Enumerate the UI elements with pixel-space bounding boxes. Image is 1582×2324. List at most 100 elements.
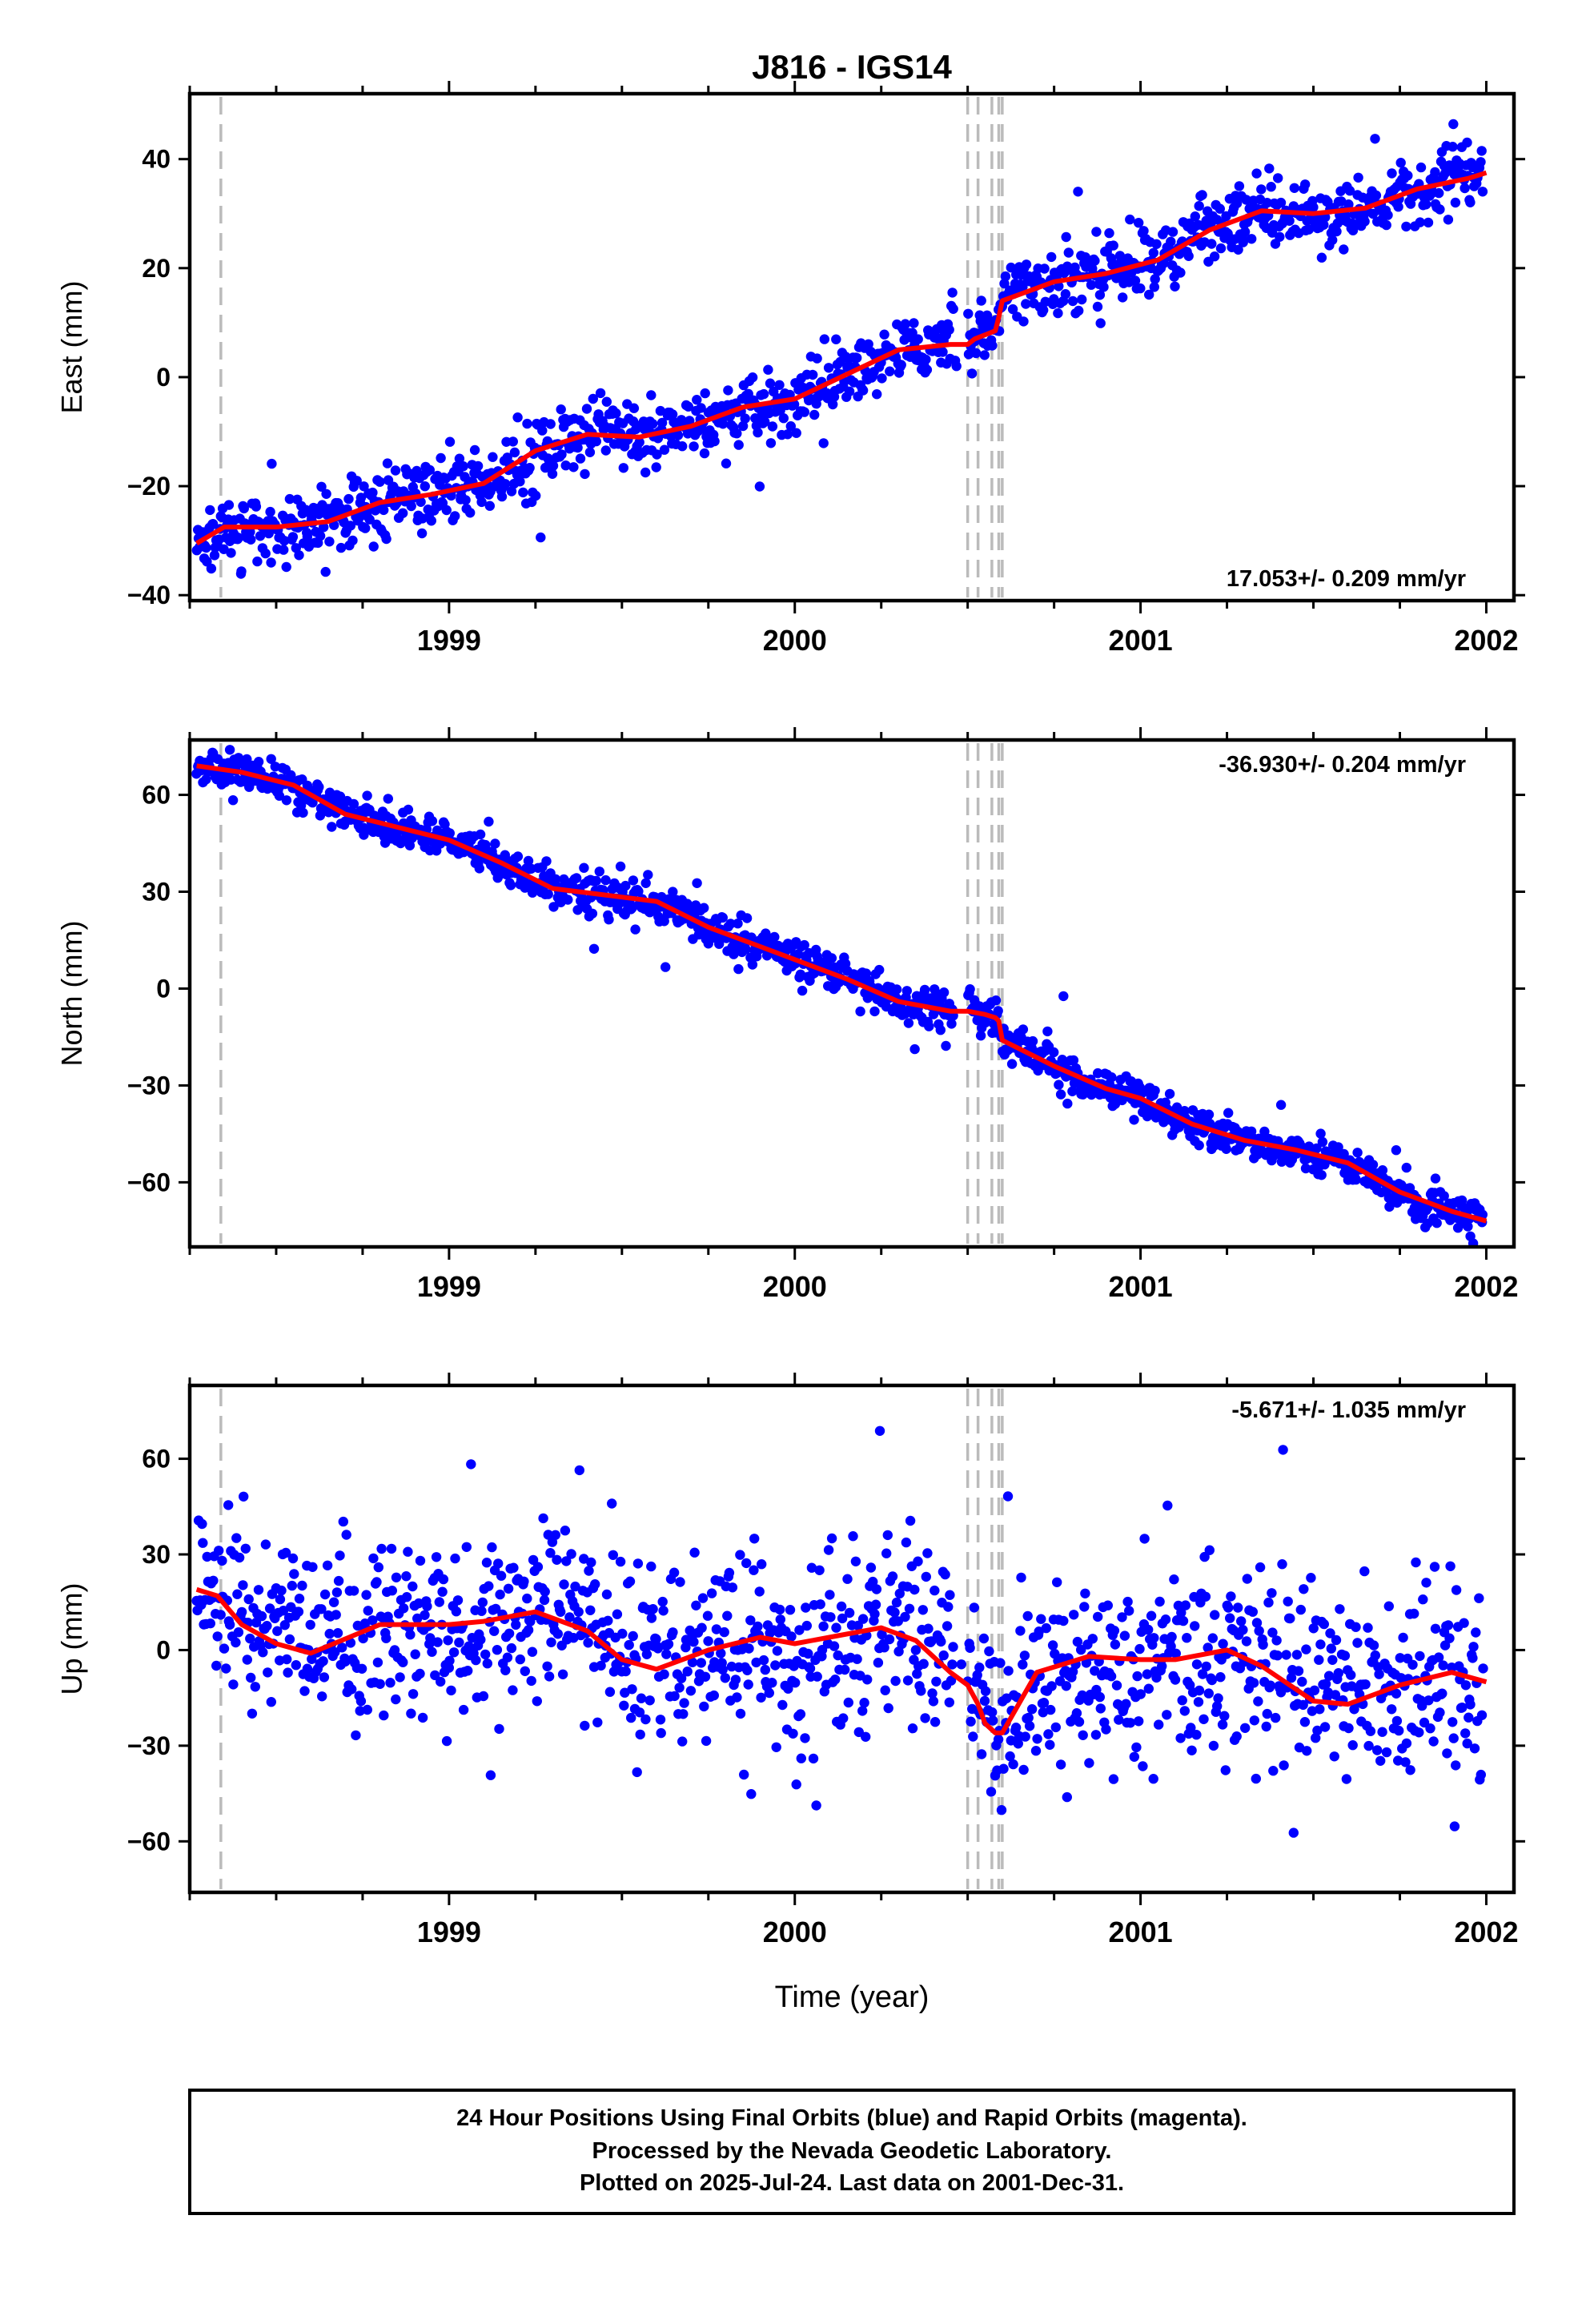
- up-point: [795, 1709, 806, 1719]
- east-point: [1150, 274, 1160, 284]
- north-point: [901, 986, 913, 996]
- up-point: [945, 1590, 955, 1600]
- up-point: [669, 1567, 680, 1578]
- east-point: [353, 513, 364, 524]
- up-point: [403, 1546, 413, 1557]
- up-point: [526, 1675, 536, 1687]
- up-point: [790, 1678, 801, 1688]
- up-point: [236, 1606, 247, 1618]
- east-point: [1344, 186, 1355, 196]
- north-data-points: [191, 745, 1488, 1247]
- up-point: [1052, 1577, 1062, 1588]
- north-point: [604, 915, 614, 925]
- up-point: [466, 1459, 476, 1470]
- up-point: [552, 1629, 563, 1639]
- up-point: [1177, 1695, 1187, 1706]
- up-point: [1299, 1584, 1309, 1594]
- east-point: [1343, 199, 1354, 210]
- east-point: [1477, 187, 1488, 197]
- up-point: [1110, 1639, 1121, 1650]
- north-y-axis-label: North (mm): [55, 921, 88, 1067]
- east-point: [963, 308, 974, 319]
- north-point: [591, 875, 601, 887]
- east-point: [320, 566, 331, 577]
- up-point: [566, 1549, 576, 1559]
- north-point: [587, 908, 598, 919]
- up-point: [1339, 1651, 1351, 1661]
- up-point: [275, 1594, 286, 1605]
- east-point: [879, 329, 889, 340]
- up-point: [920, 1713, 930, 1723]
- up-point: [1411, 1557, 1421, 1568]
- up-point: [767, 1678, 777, 1688]
- up-point: [815, 1599, 825, 1610]
- up-point: [280, 1547, 291, 1558]
- up-point: [441, 1735, 452, 1747]
- up-point: [444, 1655, 455, 1666]
- east-point: [740, 413, 750, 424]
- up-point: [1186, 1723, 1196, 1733]
- east-point: [1423, 217, 1434, 228]
- north-point: [348, 798, 359, 810]
- up-point: [584, 1566, 594, 1576]
- up-point: [1045, 1739, 1055, 1750]
- north-point: [314, 782, 324, 792]
- east-point: [1241, 195, 1251, 205]
- north-panel: 1999 2000 2001 2002 −60 −30 0 30 60 North (mm) -36…: [55, 727, 1525, 1303]
- up-point: [987, 1707, 998, 1718]
- up-point: [1395, 1673, 1407, 1683]
- up-point: [387, 1586, 397, 1596]
- up-point: [1451, 1760, 1461, 1771]
- up-point: [882, 1530, 893, 1541]
- east-point: [1370, 134, 1380, 144]
- up-point: [626, 1712, 636, 1723]
- east-point: [1215, 243, 1227, 254]
- up-point: [1231, 1731, 1242, 1742]
- up-point: [1261, 1721, 1271, 1732]
- north-point: [550, 874, 561, 885]
- east-point: [1175, 267, 1186, 278]
- east-point: [351, 476, 362, 486]
- up-point: [1471, 1627, 1481, 1638]
- east-point: [284, 493, 295, 505]
- east-point: [207, 519, 219, 529]
- up-point: [1417, 1700, 1427, 1711]
- up-point: [727, 1582, 738, 1593]
- up-point: [850, 1556, 861, 1567]
- east-point: [424, 464, 435, 476]
- up-point: [583, 1638, 593, 1648]
- up-point: [1409, 1608, 1419, 1619]
- up-point: [917, 1605, 929, 1615]
- east-point: [1421, 199, 1431, 210]
- up-point: [689, 1637, 699, 1647]
- up-axes-frame: [187, 1383, 1516, 1895]
- up-point: [371, 1577, 382, 1587]
- up-point: [1217, 1719, 1228, 1730]
- up-point: [243, 1594, 254, 1605]
- up-point: [1263, 1597, 1274, 1608]
- up-point: [1178, 1615, 1189, 1626]
- north-point: [1027, 1035, 1038, 1047]
- north-point: [990, 995, 1002, 1006]
- up-point: [865, 1562, 877, 1573]
- up-point: [687, 1657, 698, 1667]
- north-point: [444, 828, 455, 838]
- up-point: [1102, 1600, 1114, 1610]
- east-point: [1021, 259, 1032, 270]
- up-point: [1433, 1652, 1444, 1663]
- east-point: [343, 493, 354, 505]
- east-point: [488, 452, 498, 462]
- east-point: [1207, 239, 1217, 249]
- east-point: [1063, 247, 1074, 258]
- east-point: [246, 534, 256, 545]
- east-point: [1462, 137, 1472, 148]
- up-point: [319, 1589, 331, 1600]
- up-point: [918, 1659, 929, 1669]
- north-point: [1439, 1191, 1449, 1201]
- east-point: [260, 548, 271, 559]
- up-point: [1020, 1731, 1030, 1742]
- up-point: [224, 1619, 235, 1630]
- up-point: [1046, 1704, 1056, 1715]
- up-point: [585, 1605, 596, 1616]
- up-point: [427, 1647, 437, 1657]
